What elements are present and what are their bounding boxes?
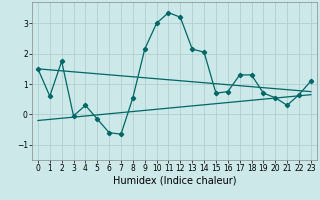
X-axis label: Humidex (Indice chaleur): Humidex (Indice chaleur) xyxy=(113,176,236,186)
